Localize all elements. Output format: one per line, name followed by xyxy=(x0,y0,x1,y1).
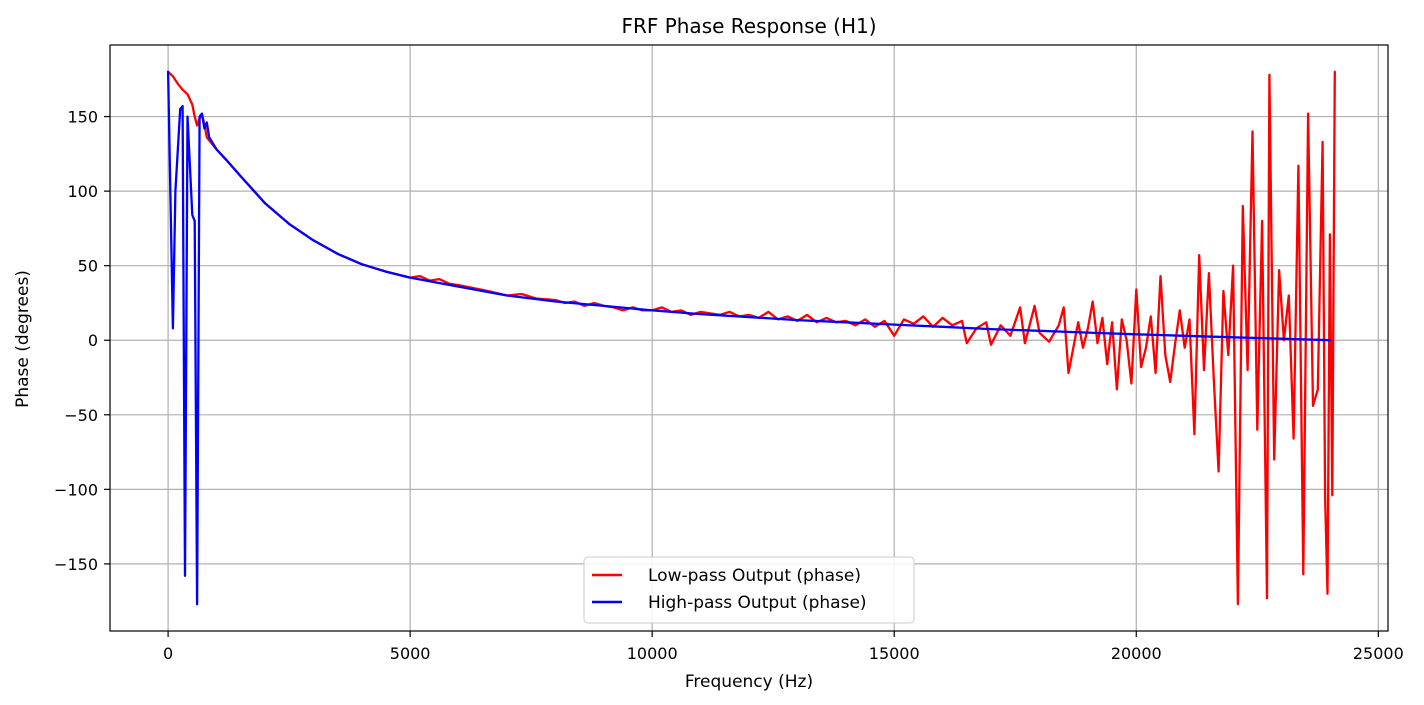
series-layer xyxy=(166,70,1336,606)
y-tick-label: 50 xyxy=(78,257,98,276)
x-axis-ticks: 0 5000 10000 15000 20000 25000 xyxy=(163,631,1404,663)
x-axis-label: Frequency (Hz) xyxy=(685,672,813,692)
series-line-low-pass xyxy=(166,70,1336,606)
y-tick-label: 0 xyxy=(88,331,98,350)
y-tick-label: 150 xyxy=(67,108,98,127)
legend: Low-pass Output (phase) High-pass Output … xyxy=(583,556,915,624)
x-tick-label: 10000 xyxy=(627,644,678,663)
legend-label: High-pass Output (phase) xyxy=(648,593,867,613)
y-axis-label: Phase (degrees) xyxy=(13,270,33,408)
y-tick-label: 100 xyxy=(67,182,98,201)
chart-title: FRF Phase Response (H1) xyxy=(621,14,876,38)
x-tick-label: 25000 xyxy=(1353,644,1404,663)
legend-label: Low-pass Output (phase) xyxy=(648,566,861,586)
y-tick-label: −100 xyxy=(54,480,98,499)
plot-frame xyxy=(109,44,1389,632)
x-tick-label: 5000 xyxy=(390,644,431,663)
y-axis-ticks: −150 −100 −50 0 50 100 150 xyxy=(54,108,110,574)
x-tick-label: 15000 xyxy=(869,644,920,663)
y-tick-label: −150 xyxy=(54,555,98,574)
y-tick-label: −50 xyxy=(64,406,98,425)
series-line-high-pass xyxy=(166,70,1332,606)
legend-box xyxy=(583,556,915,624)
x-tick-label: 20000 xyxy=(1111,644,1162,663)
x-tick-label: 0 xyxy=(163,644,173,663)
